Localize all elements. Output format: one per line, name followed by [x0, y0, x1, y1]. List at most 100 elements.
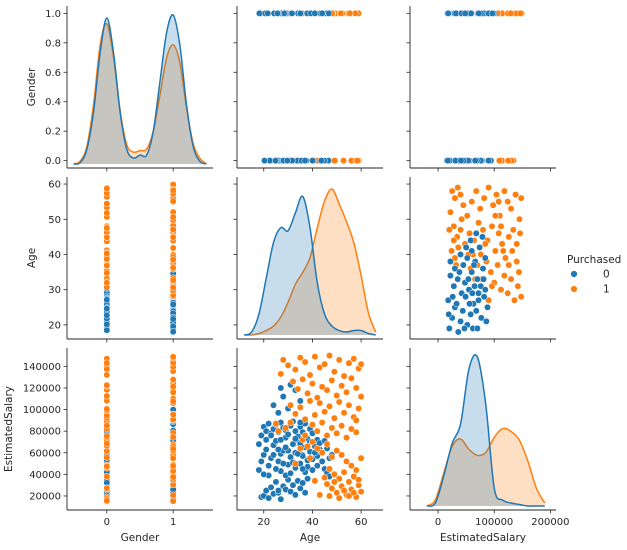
- legend: Purchased 0 1: [567, 254, 621, 296]
- scatter-point-salary-age-0: [481, 254, 489, 262]
- scatter-point-age-salary-1: [274, 427, 282, 435]
- scatter-point-salary-age-1: [446, 208, 454, 216]
- scatter-point-salary-age-1: [510, 296, 518, 304]
- scatter-point-age-salary-1: [301, 415, 309, 423]
- y-tick-label-gender: 0.4: [45, 97, 61, 108]
- scatter-point-salary-age-0: [457, 251, 464, 258]
- scatter-point-salary-age-1: [457, 191, 464, 199]
- scatter-point-age-salary-1: [328, 453, 336, 461]
- kde-fill-estimatedsalary-0: [426, 354, 545, 507]
- scatter-point-age-salary-1: [333, 447, 341, 455]
- scatter-point-salary-age-1: [516, 229, 524, 237]
- scatter-point-age-salary-1: [347, 462, 355, 470]
- scatter-point-salary-age-1: [454, 243, 462, 251]
- scatter-point-gender-age-1: [169, 197, 177, 205]
- y-tick-label-estimatedsalary: 140000: [23, 362, 61, 373]
- scatter-point-age-salary-1: [328, 376, 336, 384]
- scatter-point-gender-estimatedsalary-1: [103, 432, 111, 440]
- scatter-point-age-salary-1: [291, 410, 299, 418]
- scatter-point-salary-age-1: [488, 222, 496, 230]
- scatter-point-gender-estimatedsalary-1: [103, 371, 111, 379]
- scatter-point-gender-estimatedsalary-1: [103, 422, 111, 430]
- scatter-point-estimatedsalary-gender-0: [488, 9, 496, 17]
- scatter-point-salary-age-0: [463, 254, 471, 262]
- scatter-point-age-salary-1: [338, 451, 346, 459]
- scatter-point-age-salary-0: [267, 483, 275, 491]
- scatter-point-age-gender-0: [283, 157, 291, 165]
- scatter-point-age-salary-1: [350, 489, 358, 497]
- scatter-point-age-salary-1: [333, 392, 341, 399]
- x-tick-label-gender: 1: [170, 517, 176, 528]
- scatter-point-salary-age-0: [481, 286, 489, 294]
- scatter-point-salary-age-0: [468, 289, 476, 297]
- kde-fill-gender-0: [73, 14, 207, 165]
- scatter-point-salary-age-0: [471, 282, 479, 290]
- scatter-point-salary-age-0: [454, 328, 462, 336]
- scatter-point-salary-age-1: [508, 247, 516, 255]
- scatter-point-age-salary-1: [347, 374, 355, 382]
- scatter-point-estimatedsalary-gender-0: [444, 157, 452, 165]
- scatter-point-age-salary-1: [357, 360, 365, 368]
- scatter-point-age-salary-0: [262, 487, 270, 495]
- scatter-point-age-salary-1: [294, 385, 302, 393]
- scatter-point-age-salary-0: [257, 432, 265, 439]
- x-tick-label-estimatedsalary: 100000: [475, 517, 513, 528]
- y-tick-label-estimatedsalary: 80000: [29, 427, 61, 438]
- scatter-point-salary-age-1: [514, 282, 522, 290]
- scatter-point-salary-age-0: [457, 317, 464, 325]
- scatter-point-gender-age-1: [169, 244, 177, 252]
- scatter-point-age-salary-1: [352, 384, 360, 392]
- scatter-point-gender-estimatedsalary-1: [169, 433, 177, 441]
- scatter-point-salary-age-1: [448, 187, 456, 195]
- scatter-point-age-salary-1: [333, 429, 341, 437]
- scatter-point-salary-age-1: [485, 296, 493, 304]
- kde-fill-age-0: [244, 196, 376, 335]
- scatter-point-age-salary-1: [296, 403, 304, 411]
- scatter-point-salary-age-0: [446, 272, 454, 280]
- scatter-point-age-salary-1: [340, 372, 348, 380]
- scatter-point-age-gender-0: [264, 9, 272, 17]
- scatter-point-age-salary-0: [277, 495, 285, 503]
- scatter-point-gender-age-1: [169, 233, 177, 241]
- scatter-point-salary-age-1: [495, 198, 503, 206]
- scatter-point-age-salary-1: [291, 366, 299, 374]
- scatter-point-gender-estimatedsalary-1: [103, 392, 111, 400]
- scatter-point-salary-age-1: [459, 201, 467, 209]
- scatter-point-age-salary-1: [345, 492, 353, 500]
- x-axis-label-estimatedsalary: EstimatedSalary: [440, 532, 526, 544]
- scatter-point-salary-age-0: [475, 289, 482, 297]
- scatter-point-age-gender-0: [325, 9, 333, 17]
- scatter-point-age-gender-1: [340, 157, 347, 165]
- kde-line-age-1: [244, 188, 377, 336]
- scatter-point-gender-age-1: [103, 279, 111, 287]
- scatter-point-gender-estimatedsalary-1: [103, 462, 111, 470]
- scatter-point-salary-age-1: [495, 229, 503, 237]
- scatter-point-age-salary-1: [279, 356, 287, 364]
- y-tick-label-age: 50: [48, 215, 61, 226]
- y-tick-label-gender: 1.0: [45, 9, 61, 20]
- x-axis-label-age: Age: [300, 532, 320, 544]
- scatter-point-age-salary-1: [350, 473, 358, 480]
- scatter-point-salary-age-0: [479, 265, 487, 273]
- scatter-point-salary-age-1: [507, 275, 515, 283]
- y-tick-label-age: 30: [48, 285, 61, 296]
- scatter-point-salary-age-1: [485, 184, 493, 192]
- scatter-point-age-salary-1: [306, 371, 314, 379]
- scatter-point-gender-age-0: [103, 296, 111, 304]
- kde-line-estimatedsalary-0: [426, 354, 545, 507]
- scatter-point-salary-age-1: [500, 187, 508, 195]
- scatter-point-salary-age-0: [459, 261, 467, 269]
- scatter-point-salary-age-1: [487, 268, 495, 276]
- scatter-point-salary-age-1: [488, 282, 496, 290]
- scatter-point-age-salary-0: [277, 436, 285, 444]
- scatter-point-age-salary-1: [304, 442, 312, 450]
- scatter-point-gender-age-1: [169, 284, 177, 291]
- scatter-point-salary-age-0: [477, 282, 485, 290]
- y-axis-label-estimatedsalary: EstimatedSalary: [3, 386, 15, 472]
- scatter-point-gender-estimatedsalary-1: [103, 497, 111, 505]
- scatter-point-age-salary-1: [277, 370, 285, 378]
- scatter-point-salary-age-1: [499, 247, 507, 255]
- scatter-point-age-salary-0: [262, 436, 270, 444]
- scatter-point-salary-age-1: [502, 254, 509, 262]
